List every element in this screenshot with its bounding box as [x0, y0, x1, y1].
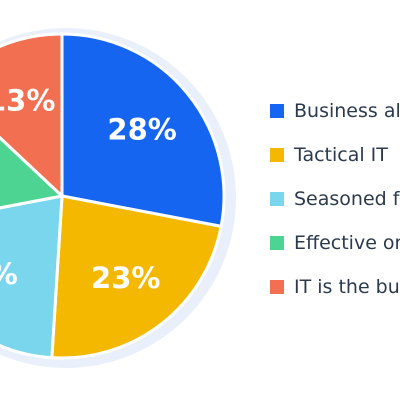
pie-slice [60, 32, 226, 229]
legend-label: Business al [294, 100, 400, 122]
pie-slice [0, 32, 64, 200]
pie-slice [50, 194, 223, 360]
legend-swatch [270, 280, 284, 294]
legend: Business al Tactical IT Seasoned f Effectiv… [270, 96, 400, 316]
legend-label: Seasoned f [294, 188, 400, 210]
pie-slice [0, 135, 66, 210]
slice-value-label: 13% [0, 84, 55, 118]
pie-slice [0, 194, 64, 360]
legend-item: Tactical IT [270, 140, 400, 170]
legend-swatch [270, 192, 284, 206]
legend-item: Business al [270, 96, 400, 126]
legend-swatch [270, 148, 284, 162]
legend-item: Effective or [270, 228, 400, 258]
legend-label: IT is the bu [294, 276, 400, 298]
slice-value-label: 28% [107, 113, 176, 147]
slice-value-label: 23% [91, 261, 160, 295]
legend-item: IT is the bu [270, 272, 400, 302]
legend-label: Tactical IT [294, 144, 388, 166]
legend-item: Seasoned f [270, 184, 400, 214]
legend-swatch [270, 236, 284, 250]
slice-value-label: 1% [0, 257, 18, 291]
legend-swatch [270, 104, 284, 118]
legend-label: Effective or [294, 232, 400, 254]
